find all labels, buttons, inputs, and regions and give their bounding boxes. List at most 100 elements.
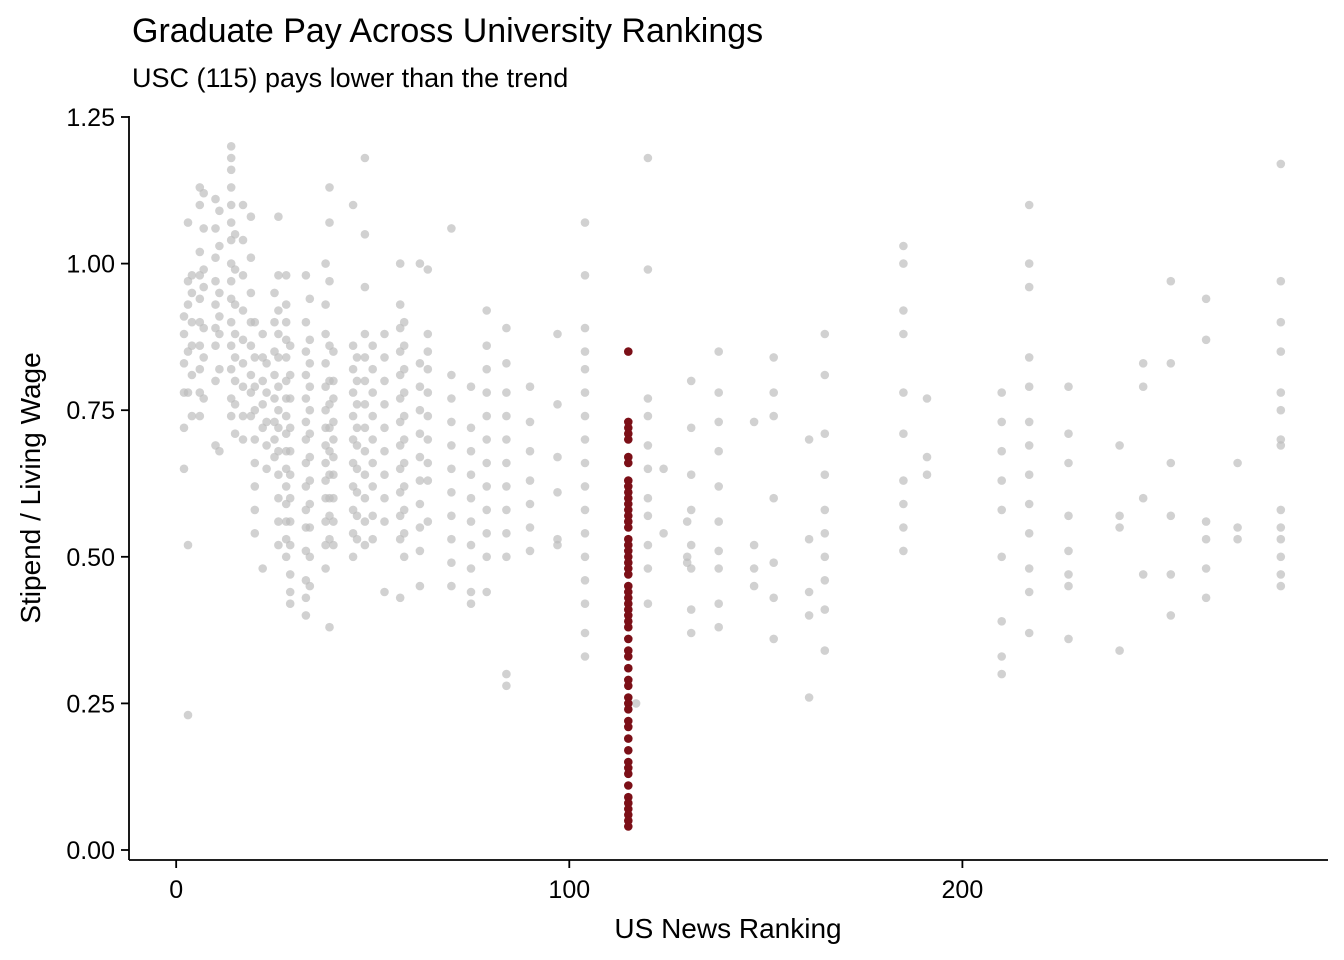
data-point bbox=[525, 523, 535, 532]
other-university-points bbox=[179, 142, 1286, 720]
data-point bbox=[380, 470, 389, 480]
data-point bbox=[226, 411, 236, 421]
usc-data-point bbox=[624, 646, 633, 655]
data-point bbox=[580, 411, 590, 421]
data-point bbox=[380, 329, 389, 339]
data-point bbox=[230, 353, 240, 362]
data-point bbox=[1024, 587, 1034, 597]
data-point bbox=[211, 194, 220, 204]
data-point bbox=[1064, 458, 1073, 468]
data-point bbox=[423, 458, 433, 468]
data-point bbox=[230, 400, 240, 409]
data-point bbox=[580, 628, 590, 638]
data-point bbox=[301, 370, 311, 380]
data-point bbox=[769, 353, 778, 362]
data-point bbox=[348, 364, 358, 374]
data-point bbox=[820, 529, 830, 538]
data-point bbox=[714, 599, 723, 608]
data-point bbox=[899, 499, 908, 509]
data-point bbox=[250, 435, 260, 444]
usc-data-point bbox=[624, 763, 633, 773]
data-point bbox=[466, 446, 476, 456]
data-point bbox=[423, 517, 433, 526]
data-point bbox=[714, 482, 723, 491]
usc-data-point bbox=[624, 534, 633, 544]
data-point bbox=[525, 546, 535, 556]
data-point bbox=[643, 464, 653, 474]
data-point bbox=[997, 652, 1006, 661]
usc-data-point bbox=[624, 581, 633, 591]
data-point bbox=[399, 458, 409, 468]
data-point bbox=[643, 540, 653, 550]
data-point bbox=[643, 394, 653, 403]
data-point bbox=[1276, 523, 1286, 532]
data-point bbox=[447, 534, 456, 544]
data-point bbox=[325, 183, 334, 192]
data-point bbox=[466, 517, 476, 526]
data-point bbox=[466, 599, 476, 608]
data-point bbox=[899, 429, 908, 439]
data-point bbox=[580, 323, 590, 333]
data-point bbox=[1138, 493, 1148, 503]
data-point bbox=[285, 423, 295, 433]
data-point bbox=[368, 534, 378, 544]
data-point bbox=[922, 394, 932, 403]
data-point bbox=[682, 552, 692, 562]
data-point bbox=[1166, 570, 1176, 579]
data-point bbox=[274, 470, 283, 480]
data-point bbox=[325, 622, 334, 632]
data-point bbox=[325, 218, 334, 227]
data-point bbox=[380, 517, 389, 526]
data-point bbox=[399, 317, 409, 327]
usc-data-point bbox=[624, 417, 633, 427]
data-point bbox=[714, 564, 723, 573]
data-point bbox=[415, 581, 425, 591]
data-point bbox=[1115, 523, 1124, 532]
data-point bbox=[183, 388, 193, 397]
data-point bbox=[281, 353, 291, 362]
data-point bbox=[270, 435, 279, 444]
data-point bbox=[1024, 382, 1034, 392]
data-point bbox=[502, 669, 511, 679]
data-point bbox=[1064, 511, 1073, 521]
data-point bbox=[285, 493, 295, 503]
data-point bbox=[199, 323, 208, 333]
data-point bbox=[215, 312, 224, 321]
usc-data-point bbox=[624, 570, 633, 579]
data-point bbox=[1024, 628, 1034, 638]
data-point bbox=[226, 341, 236, 351]
data-point bbox=[466, 587, 476, 597]
data-point bbox=[230, 230, 240, 239]
data-point bbox=[415, 476, 425, 485]
data-point bbox=[922, 470, 932, 480]
data-point bbox=[226, 364, 236, 374]
data-point bbox=[199, 188, 208, 198]
data-point bbox=[226, 218, 236, 227]
data-point bbox=[482, 364, 492, 374]
y-tick-label: 0.50 bbox=[66, 544, 115, 572]
data-point bbox=[179, 312, 189, 321]
data-point bbox=[187, 341, 197, 351]
data-point bbox=[769, 558, 778, 567]
data-point bbox=[211, 253, 220, 262]
data-point bbox=[360, 153, 370, 163]
data-point bbox=[352, 511, 362, 521]
data-point bbox=[447, 441, 456, 450]
data-point bbox=[1024, 441, 1034, 450]
data-point bbox=[769, 388, 778, 397]
data-point bbox=[368, 341, 378, 351]
data-point bbox=[447, 370, 456, 380]
data-point bbox=[285, 394, 295, 403]
data-point bbox=[285, 587, 295, 597]
data-point bbox=[643, 511, 653, 521]
data-point bbox=[262, 464, 271, 474]
data-point bbox=[399, 552, 409, 562]
data-point bbox=[380, 446, 389, 456]
data-point bbox=[482, 505, 492, 515]
data-point bbox=[482, 458, 492, 468]
data-point bbox=[1276, 317, 1286, 327]
data-point bbox=[447, 394, 456, 403]
data-point bbox=[643, 493, 653, 503]
data-point bbox=[502, 681, 511, 691]
data-point bbox=[1115, 646, 1124, 655]
